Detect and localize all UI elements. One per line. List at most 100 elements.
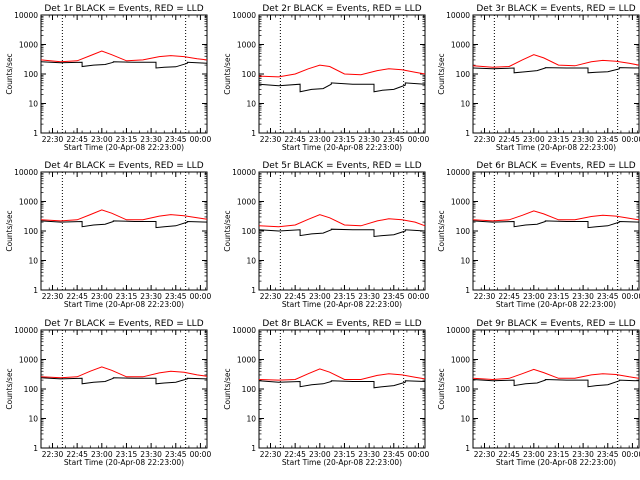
x-axis-label: Start Time (20-Apr-08 22:23:00) bbox=[496, 458, 616, 467]
event-rate-line bbox=[258, 82, 426, 93]
x-axis-label: Start Time (20-Apr-08 22:23:00) bbox=[282, 143, 402, 152]
x-tick-label: 22:30 bbox=[260, 450, 282, 459]
y-tick-label: 100 bbox=[456, 227, 471, 236]
y-tick-label: 1000 bbox=[237, 41, 256, 50]
x-tick-label: 22:45 bbox=[284, 450, 306, 459]
y-tick-label: 10 bbox=[28, 100, 38, 109]
x-tick-label: 23:30 bbox=[358, 135, 380, 144]
detector-panel-8: Det 8r BLACK = Events, RED = LLD 1 10 100 10… bbox=[223, 319, 429, 467]
x-tick-label: 23:45 bbox=[383, 135, 405, 144]
y-tick-label: 1 bbox=[33, 129, 38, 138]
y-tick-label: 1000 bbox=[237, 198, 256, 207]
y-tick-label: 10000 bbox=[232, 168, 256, 177]
x-tick-label: 22:45 bbox=[66, 135, 88, 144]
x-tick-label: 23:00 bbox=[309, 135, 331, 144]
y-tick-label: 10 bbox=[28, 257, 38, 266]
detector-panel-4: Det 4r BLACK = Events, RED = LLD 1 10 100 10… bbox=[5, 161, 211, 309]
y-tick-label: 10 bbox=[246, 415, 256, 424]
x-tick-label: 22:30 bbox=[42, 135, 64, 144]
y-tick-label: 100 bbox=[242, 70, 257, 79]
y-axis-label: Counts/sec bbox=[223, 210, 232, 251]
y-tick-label: 10000 bbox=[14, 168, 38, 177]
x-tick-label: 00:00 bbox=[190, 135, 212, 144]
y-axis-label: Counts/sec bbox=[5, 53, 14, 94]
x-tick-label: 22:30 bbox=[42, 450, 64, 459]
x-tick-label: 00:00 bbox=[408, 135, 430, 144]
y-tick-label: 100 bbox=[24, 385, 39, 394]
y-tick-label: 10000 bbox=[14, 326, 38, 335]
x-axis-label: Start Time (20-Apr-08 22:23:00) bbox=[282, 458, 402, 467]
x-tick-label: 22:30 bbox=[474, 450, 496, 459]
x-tick-label: 22:45 bbox=[66, 450, 88, 459]
x-tick-label: 23:15 bbox=[116, 450, 138, 459]
x-tick-label: 23:00 bbox=[91, 450, 113, 459]
x-tick-label: 23:45 bbox=[597, 292, 619, 301]
x-tick-label: 23:00 bbox=[309, 450, 331, 459]
x-tick-label: 00:00 bbox=[622, 292, 640, 301]
plot-frame bbox=[258, 14, 426, 134]
y-tick-label: 1 bbox=[465, 286, 470, 295]
y-tick-label: 1 bbox=[465, 129, 470, 138]
lld-rate-line bbox=[472, 368, 640, 381]
x-axis-label: Start Time (20-Apr-08 22:23:00) bbox=[64, 300, 184, 309]
lld-rate-line bbox=[258, 368, 426, 381]
y-tick-label: 1 bbox=[251, 286, 256, 295]
x-tick-label: 23:00 bbox=[91, 135, 113, 144]
plot-frame bbox=[472, 171, 640, 291]
lld-rate-line bbox=[40, 366, 208, 379]
x-tick-label: 00:00 bbox=[190, 292, 212, 301]
x-axis-label: Start Time (20-Apr-08 22:23:00) bbox=[64, 143, 184, 152]
panel-title: Det 4r BLACK = Events, RED = LLD bbox=[44, 161, 203, 171]
plot-frame bbox=[40, 329, 208, 449]
y-tick-label: 1000 bbox=[19, 198, 38, 207]
y-tick-label: 100 bbox=[242, 385, 257, 394]
y-tick-label: 10000 bbox=[446, 11, 470, 20]
panel-title: Det 2r BLACK = Events, RED = LLD bbox=[262, 4, 421, 14]
panel-title: Det 3r BLACK = Events, RED = LLD bbox=[476, 4, 635, 14]
x-axis-label: Start Time (20-Apr-08 22:23:00) bbox=[64, 458, 184, 467]
x-tick-label: 00:00 bbox=[408, 450, 430, 459]
y-tick-label: 1000 bbox=[451, 41, 470, 50]
x-tick-label: 23:15 bbox=[548, 135, 570, 144]
detector-panel-1: Det 1r BLACK = Events, RED = LLD 1 10 100 10… bbox=[5, 4, 211, 152]
y-tick-label: 10000 bbox=[446, 168, 470, 177]
x-tick-label: 23:30 bbox=[572, 450, 594, 459]
x-tick-label: 22:45 bbox=[498, 135, 520, 144]
x-axis-label: Start Time (20-Apr-08 22:23:00) bbox=[496, 300, 616, 309]
x-tick-label: 23:15 bbox=[334, 450, 356, 459]
y-tick-label: 1 bbox=[251, 129, 256, 138]
plot-frame bbox=[472, 329, 640, 449]
x-tick-label: 23:15 bbox=[334, 292, 356, 301]
x-tick-label: 23:30 bbox=[572, 292, 594, 301]
y-tick-label: 100 bbox=[456, 385, 471, 394]
plot-frame bbox=[472, 14, 640, 134]
lld-rate-line bbox=[258, 214, 426, 228]
panel-title: Det 7r BLACK = Events, RED = LLD bbox=[44, 319, 203, 329]
y-tick-label: 1 bbox=[33, 444, 38, 453]
y-tick-label: 10000 bbox=[446, 326, 470, 335]
detector-panel-9: Det 9r BLACK = Events, RED = LLD 1 10 100 10… bbox=[437, 319, 640, 467]
x-tick-label: 23:15 bbox=[334, 135, 356, 144]
plot-frame bbox=[40, 14, 208, 134]
panel-title: Det 5r BLACK = Events, RED = LLD bbox=[262, 161, 421, 171]
y-tick-label: 1000 bbox=[19, 41, 38, 50]
event-rate-line bbox=[40, 61, 208, 69]
panel-title: Det 6r BLACK = Events, RED = LLD bbox=[476, 161, 635, 171]
x-tick-label: 00:00 bbox=[190, 450, 212, 459]
x-tick-label: 00:00 bbox=[622, 135, 640, 144]
y-axis-label: Counts/sec bbox=[437, 210, 446, 251]
y-axis-label: Counts/sec bbox=[437, 53, 446, 94]
x-axis-label: Start Time (20-Apr-08 22:23:00) bbox=[496, 143, 616, 152]
x-tick-label: 23:45 bbox=[597, 135, 619, 144]
lld-rate-line bbox=[40, 50, 208, 63]
x-tick-label: 23:45 bbox=[165, 292, 187, 301]
x-tick-label: 23:00 bbox=[523, 450, 545, 459]
y-axis-label: Counts/sec bbox=[5, 368, 14, 409]
x-axis-label: Start Time (20-Apr-08 22:23:00) bbox=[282, 300, 402, 309]
y-tick-label: 1 bbox=[465, 444, 470, 453]
x-tick-label: 23:15 bbox=[116, 292, 138, 301]
lld-rate-line bbox=[258, 64, 426, 78]
x-tick-label: 23:30 bbox=[140, 292, 162, 301]
panel-title: Det 8r BLACK = Events, RED = LLD bbox=[262, 319, 421, 329]
